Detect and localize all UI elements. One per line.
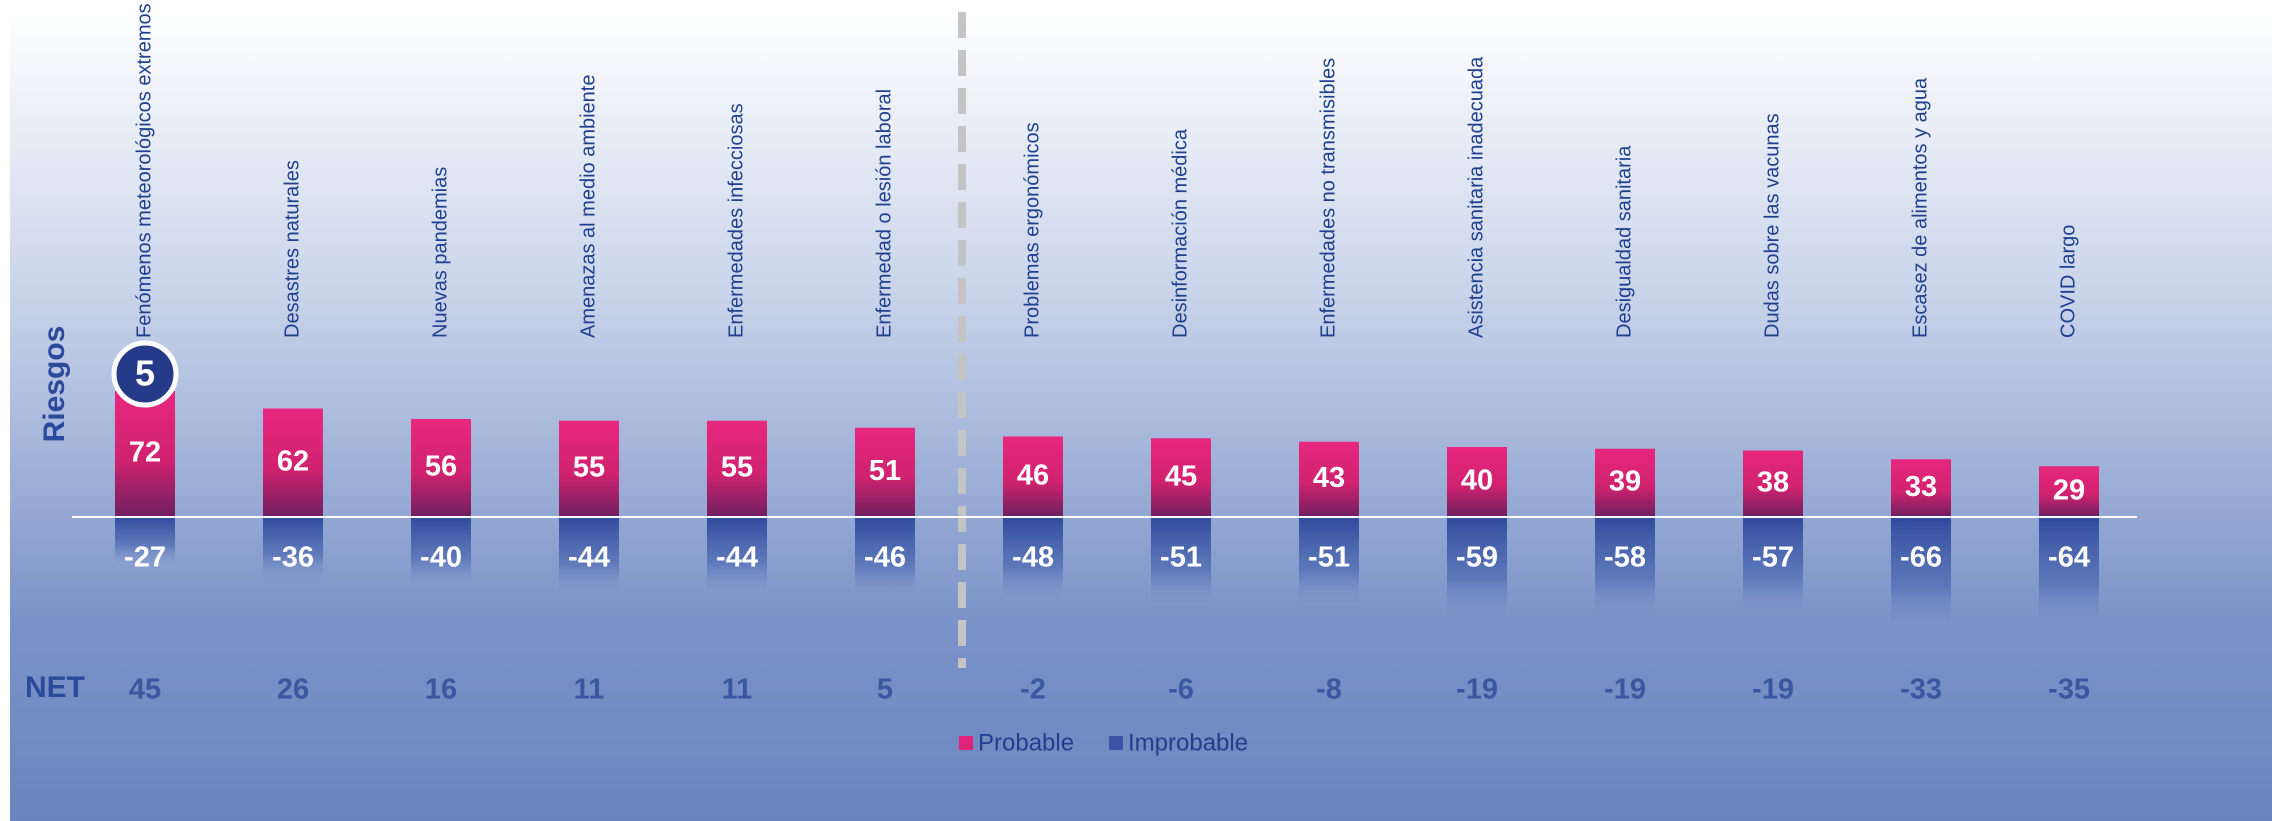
category-label: Problemas ergonómicos — [1021, 122, 1043, 338]
value-label: 72 — [129, 437, 161, 469]
category-label: Fenómenos meteorológicos extremos — [133, 3, 155, 338]
value-label: 62 — [277, 445, 309, 477]
value-label: -36 — [272, 542, 314, 574]
category-label: Enfermedades infecciosas — [725, 103, 747, 338]
value-label: -44 — [568, 542, 610, 574]
category-label: Amenazas al medio ambiente — [577, 75, 599, 338]
value-label: -44 — [716, 542, 758, 574]
bar — [855, 517, 915, 598]
bar — [855, 427, 915, 517]
category-label: Escasez de alimentos y agua — [1909, 77, 1931, 338]
value-label: 55 — [721, 452, 753, 484]
legend-swatch — [959, 736, 973, 750]
bar — [411, 517, 471, 587]
bar — [1299, 441, 1359, 517]
background — [10, 10, 2272, 821]
value-label: -51 — [1308, 542, 1350, 574]
bar — [1595, 517, 1655, 619]
legend-label: Probable — [978, 729, 1074, 756]
bar — [1743, 450, 1803, 517]
value-label: 55 — [573, 452, 605, 484]
net-value: 11 — [722, 674, 753, 706]
value-label: -59 — [1456, 542, 1498, 574]
category-label: Asistencia sanitaria inadecuada — [1465, 56, 1487, 338]
net-value: 26 — [277, 674, 309, 706]
legend-label: Improbable — [1128, 729, 1248, 756]
bar — [411, 419, 471, 517]
value-label: -64 — [2048, 542, 2090, 574]
bar — [115, 517, 175, 565]
value-label: 51 — [869, 455, 901, 487]
category-label: Enfermedad o lesión laboral — [873, 89, 895, 338]
category-label: Desastres naturales — [281, 160, 303, 338]
bar — [1299, 517, 1359, 607]
net-value: 5 — [877, 674, 893, 706]
value-label: -58 — [1604, 542, 1646, 574]
net-value: -35 — [2048, 674, 2090, 706]
value-label: 40 — [1461, 465, 1493, 497]
net-value: 11 — [574, 674, 605, 706]
net-value: 16 — [425, 674, 457, 706]
bar — [2039, 466, 2099, 517]
bar — [559, 517, 619, 594]
net-value: -6 — [1168, 674, 1194, 706]
value-label: -51 — [1160, 542, 1202, 574]
value-label: 33 — [1905, 471, 1937, 503]
value-label: 56 — [425, 451, 457, 483]
value-label: -66 — [1900, 542, 1942, 574]
bar — [559, 420, 619, 517]
net-value: -19 — [1752, 674, 1794, 706]
bar — [1891, 517, 1951, 633]
category-label: COVID largo — [2057, 225, 2079, 338]
bar — [1003, 436, 1063, 517]
value-label: -27 — [124, 542, 166, 574]
bar — [1891, 459, 1951, 517]
badge — [111, 340, 179, 408]
value-label: 39 — [1609, 466, 1641, 498]
bar — [1447, 447, 1507, 517]
value-label: 46 — [1017, 459, 1049, 491]
bar — [707, 517, 767, 594]
badge-text: 5 — [135, 353, 155, 394]
value-label: -46 — [864, 542, 906, 574]
bar — [1447, 517, 1507, 621]
category-label: Enfermedades no transmisibles — [1317, 58, 1339, 338]
bar — [1003, 517, 1063, 601]
y-axis-label: Riesgos — [38, 326, 71, 443]
value-label: -57 — [1752, 542, 1794, 574]
bar — [115, 391, 175, 517]
net-label: NET — [25, 671, 85, 704]
value-label: -48 — [1012, 542, 1054, 574]
value-label: 29 — [2053, 474, 2085, 506]
category-label: Desinformación médica — [1169, 128, 1191, 338]
category-label: Dudas sobre las vacunas — [1761, 113, 1783, 338]
net-value: 45 — [129, 674, 161, 706]
bar — [1151, 438, 1211, 517]
bar — [263, 408, 323, 517]
net-value: -33 — [1900, 674, 1942, 706]
category-label: Nuevas pandemias — [429, 167, 451, 338]
net-value: -19 — [1456, 674, 1498, 706]
value-label: 45 — [1165, 460, 1197, 492]
bar — [1151, 517, 1211, 607]
net-value: -2 — [1020, 674, 1046, 706]
bar — [2039, 517, 2099, 629]
edge — [0, 0, 10, 821]
net-value: -8 — [1316, 674, 1342, 706]
bar — [1595, 448, 1655, 517]
net-value: -19 — [1604, 674, 1646, 706]
value-label: 43 — [1313, 462, 1345, 494]
bar — [263, 517, 323, 580]
category-label: Desigualdad sanitaria — [1613, 145, 1635, 338]
bar — [707, 420, 767, 517]
value-label: -40 — [420, 542, 462, 574]
value-label: 38 — [1757, 466, 1789, 498]
bar — [1743, 517, 1803, 617]
legend-swatch — [1109, 736, 1123, 750]
